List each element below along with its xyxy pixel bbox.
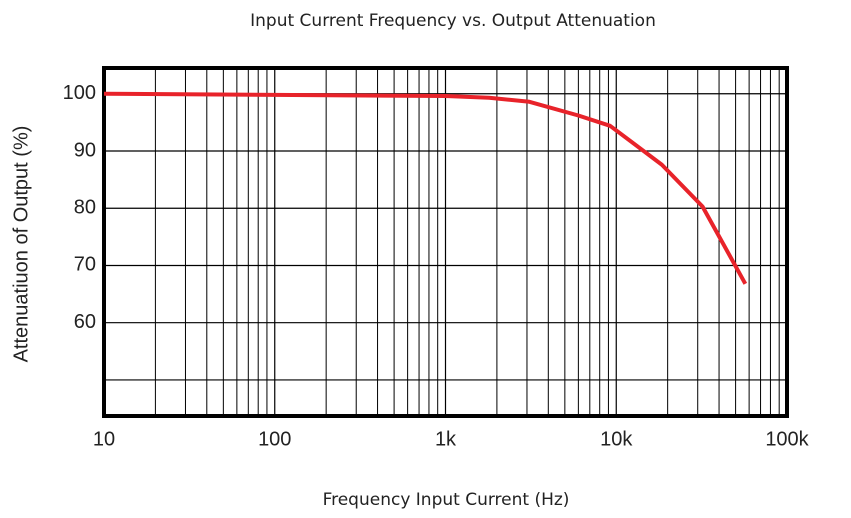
- y-tick-label: 100: [63, 82, 96, 104]
- x-axis-label: Frequency Input Current (Hz): [323, 490, 570, 510]
- chart-title: Input Current Frequency vs. Output Atten…: [250, 11, 656, 31]
- y-tick-label: 90: [74, 139, 96, 161]
- x-tick-label: 100k: [765, 428, 809, 450]
- y-tick-label: 80: [74, 197, 96, 219]
- x-tick-label: 10k: [600, 428, 633, 450]
- plot-frame: [102, 66, 789, 418]
- x-tick-label: 100: [258, 428, 291, 450]
- x-tick-label: 1k: [435, 428, 457, 450]
- y-tick-label: 70: [74, 254, 96, 276]
- line-series: [103, 91, 748, 285]
- x-tick-label: 10: [93, 428, 115, 450]
- y-tick-label: 60: [74, 311, 96, 333]
- y-axis-label: Attenuatiuon of Output (%): [10, 126, 32, 363]
